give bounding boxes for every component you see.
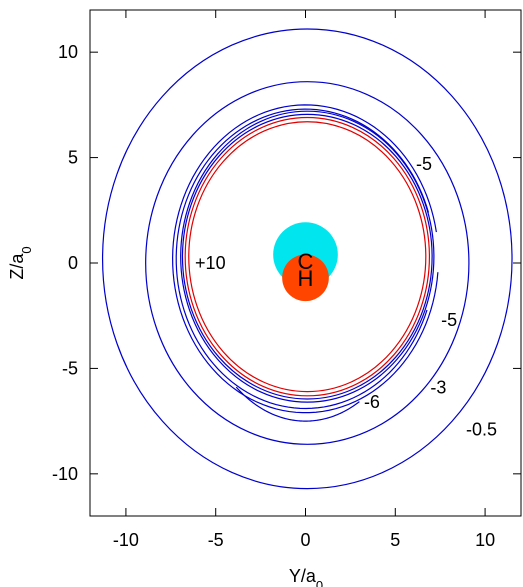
y-tick-label: 5 (68, 148, 78, 168)
contour-label: -6 (364, 392, 380, 412)
contour-label: +10 (195, 253, 226, 273)
contour-lines (101, 28, 513, 490)
x-tick-label: 10 (475, 530, 495, 550)
contour-line (172, 104, 439, 414)
contour-line (184, 116, 431, 397)
atoms: CH (273, 222, 338, 302)
atom-label-c: C (298, 249, 314, 274)
contour-label: -5 (441, 310, 457, 330)
contour-label: -5 (416, 154, 432, 174)
atom-h (282, 254, 329, 302)
x-axis-title: Y/a0 (289, 566, 323, 587)
contour-line (188, 121, 427, 393)
axis-ticks: -10 -5 0 5 10 -10 -5 0 5 10 (52, 10, 521, 550)
contour-line (101, 28, 513, 490)
contour-label: -0.5 (466, 420, 497, 440)
x-tick-label: 5 (390, 530, 400, 550)
y-tick-label: 10 (58, 42, 78, 62)
y-tick-label: 0 (68, 253, 78, 273)
y-tick-label: -5 (62, 358, 78, 378)
contour-annotations: +10 -5 -5 -6 -3 -0.5 (195, 154, 497, 440)
contour-line (235, 386, 360, 422)
contour-label: -3 (430, 377, 446, 397)
x-tick-label: -10 (113, 530, 139, 550)
x-tick-label: -5 (208, 530, 224, 550)
y-tick-label: -10 (52, 464, 78, 484)
atom-label-h: H (298, 266, 314, 291)
contour-line (175, 108, 430, 410)
x-tick-label: 0 (300, 530, 310, 550)
contour-line (145, 81, 470, 445)
contour-line (181, 113, 433, 400)
y-axis-title: Z/a0 (7, 246, 34, 279)
contour-line (180, 110, 435, 403)
